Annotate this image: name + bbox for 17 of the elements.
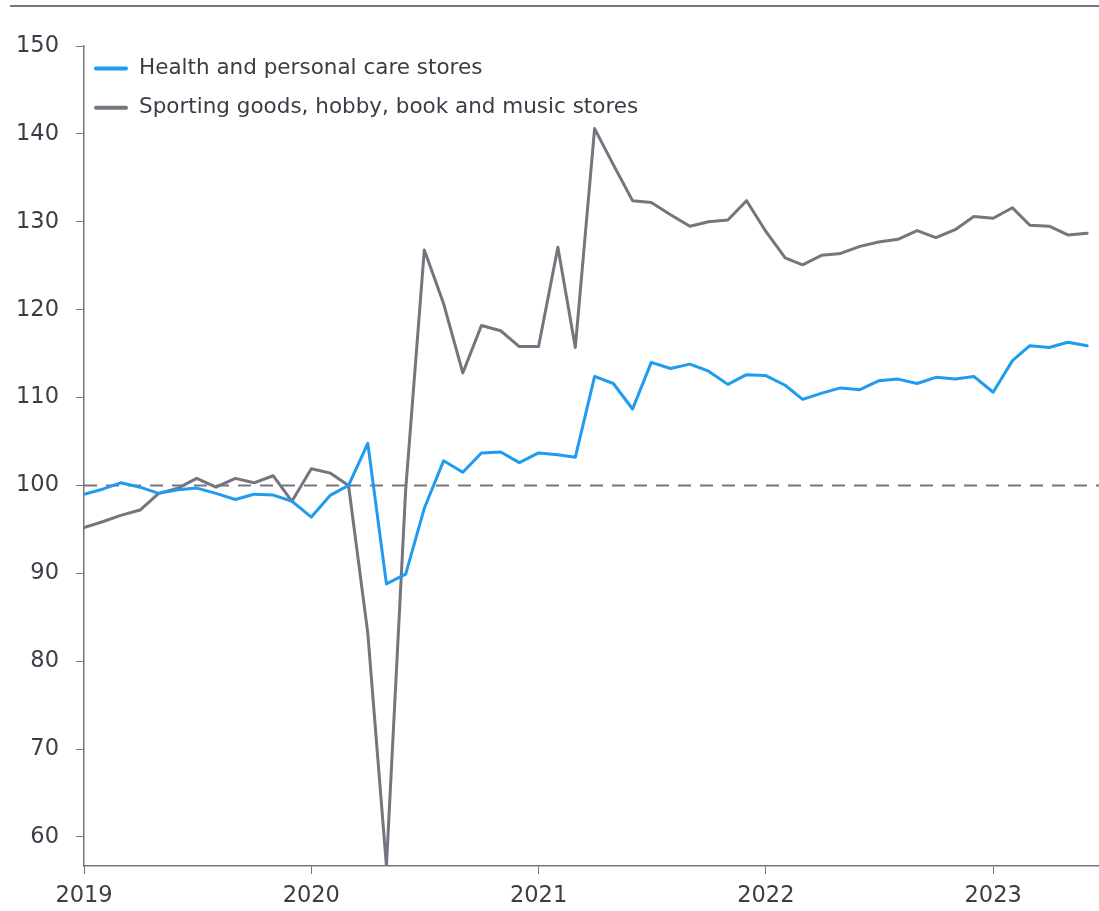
y-tick-label: 70 [30,733,59,760]
x-tick-label: 2019 [55,881,113,908]
y-tick-label: 150 [16,30,59,57]
x-tick-label: 2023 [964,881,1022,908]
y-tick-label: 120 [16,294,59,321]
legend-label: Health and personal care stores [139,54,483,80]
y-tick-label: 90 [30,558,59,585]
y-tick-label: 100 [16,470,59,497]
x-tick-label: 2022 [737,881,795,908]
x-tick-label: 2021 [509,881,568,908]
y-tick-label: 140 [16,118,59,145]
y-tick-label: 110 [16,382,59,409]
legend-label: Sporting goods, hobby, book and music stores [139,93,639,119]
y-tick-label: 130 [16,206,59,233]
y-tick-label: 60 [30,821,59,848]
x-tick-label: 2020 [282,881,340,908]
y-tick-label: 80 [30,646,59,673]
